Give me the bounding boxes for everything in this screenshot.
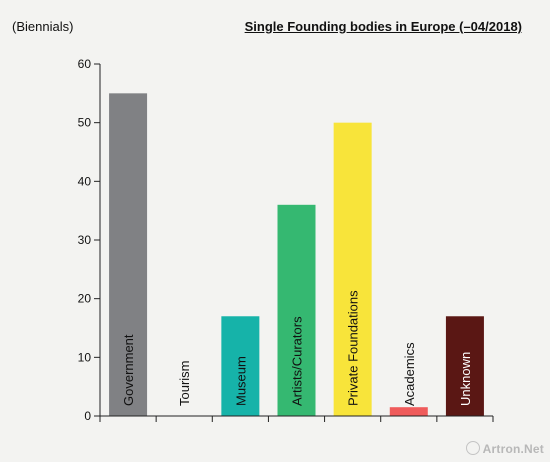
watermark: Artron.Net [465, 441, 544, 456]
category-label: Private Foundations [346, 290, 361, 406]
category-label: Academics [402, 342, 417, 406]
bar-academics [389, 407, 428, 416]
y-unit-label: (Biennials) [12, 19, 74, 34]
y-tick-label: 0 [84, 409, 91, 423]
y-tick-label: 50 [78, 116, 92, 130]
y-tick-label: 30 [78, 233, 92, 247]
bar-private-foundations [333, 122, 372, 417]
chart-title: Single Founding bodies in Europe (–04/20… [244, 19, 522, 34]
category-label: Museum [233, 356, 248, 406]
category-label: Unknown [458, 352, 473, 406]
watermark-logo-icon [465, 441, 480, 455]
y-tick-label: 10 [78, 350, 92, 364]
bar-unknown [445, 316, 484, 416]
category-label: Government [121, 334, 136, 406]
category-label: Artists/Curators [290, 316, 305, 406]
bar-museum [221, 316, 260, 416]
bar-artists-curators [277, 204, 316, 416]
y-tick-label: 60 [78, 57, 92, 71]
bar-government [109, 93, 148, 416]
y-tick-label: 40 [78, 174, 92, 188]
watermark-text: Artron.Net [482, 442, 544, 456]
y-tick-label: 20 [78, 292, 92, 306]
category-label: Tourism [177, 360, 192, 406]
